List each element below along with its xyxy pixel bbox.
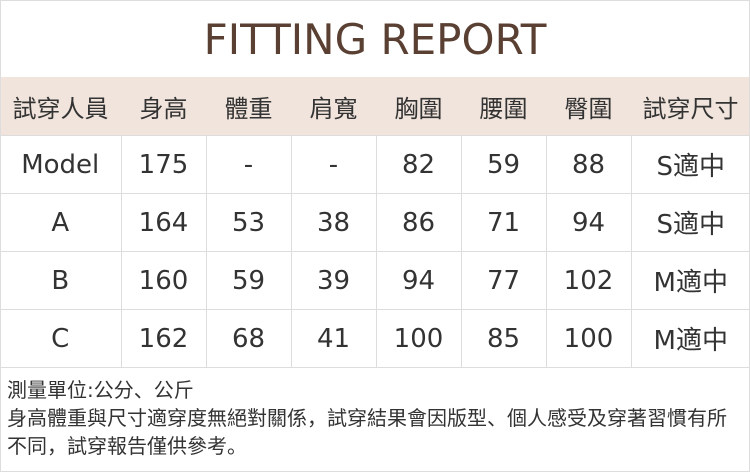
table-cell: 160 <box>120 251 207 310</box>
table-cell: 164 <box>120 193 207 252</box>
column-header: 肩寬 <box>291 77 376 136</box>
column-header: 胸圍 <box>376 77 461 136</box>
report-title: FITTING REPORT <box>203 15 547 64</box>
table-cell: M適中 <box>630 251 749 310</box>
table-cell: 59 <box>205 251 292 310</box>
table-cell: 39 <box>290 251 377 310</box>
table-cell: 94 <box>375 251 462 310</box>
table-cell: 100 <box>375 309 462 368</box>
column-header: 腰圍 <box>461 77 546 136</box>
table-cell: 86 <box>375 193 462 252</box>
table-cell: 175 <box>120 135 207 194</box>
table-cell: S適中 <box>630 135 749 194</box>
table-cell: S適中 <box>630 193 749 252</box>
column-header: 體重 <box>206 77 291 136</box>
table-cell: 41 <box>290 309 377 368</box>
column-header: 臀圍 <box>546 77 631 136</box>
header-row: 試穿人員 身高 體重 肩寬 胸圍 腰圍 臀圍 試穿尺寸 <box>1 77 749 136</box>
fitting-table: 試穿人員 身高 體重 肩寬 胸圍 腰圍 臀圍 試穿尺寸 Model 175- -82 59 88 S適中… <box>1 77 749 368</box>
table-cell: 53 <box>205 193 292 252</box>
table-cell: 102 <box>545 251 632 310</box>
table-row: A 164 53 38 86 71 94 S適中 <box>1 193 749 252</box>
table-cell: - <box>205 135 292 194</box>
notes: 測量單位:公分、公斤 身高體重與尺寸適穿度無絕對關係，試穿結果會因版型、個人感受… <box>1 368 748 460</box>
table-cell: A <box>1 193 122 252</box>
table-cell: Model <box>1 135 122 194</box>
table-row: Model 175- -82 59 88 S適中 <box>1 135 749 194</box>
table-cell: 100 <box>545 309 632 368</box>
column-header: 試穿人員 <box>1 77 121 136</box>
table-cell: 88 <box>545 135 632 194</box>
units-note: 測量單位:公分、公斤 <box>7 378 194 402</box>
table-cell: 85 <box>460 309 547 368</box>
column-header: 身高 <box>121 77 206 136</box>
table-cell: 71 <box>460 193 547 252</box>
table-cell: B <box>1 251 122 310</box>
table-cell: 77 <box>460 251 547 310</box>
table-row: B 160 59 39 94 77 102 M適中 <box>1 251 749 310</box>
table-cell: M適中 <box>630 309 749 368</box>
disclaimer-note: 身高體重與尺寸適穿度無絕對關係，試穿結果會因版型、個人感受及穿著習慣有所不同，試… <box>7 406 727 458</box>
table-cell: 68 <box>205 309 292 368</box>
table-cell: 162 <box>120 309 207 368</box>
table-cell: 94 <box>545 193 632 252</box>
column-header: 試穿尺寸 <box>631 77 749 136</box>
table-row: C 162 68 41 100 85 100 M適中 <box>1 309 749 368</box>
table-cell: 38 <box>290 193 377 252</box>
table-cell: 59 <box>460 135 547 194</box>
table-cell: 82 <box>375 135 462 194</box>
table-cell: C <box>1 309 122 368</box>
table-cell: - <box>290 135 377 194</box>
